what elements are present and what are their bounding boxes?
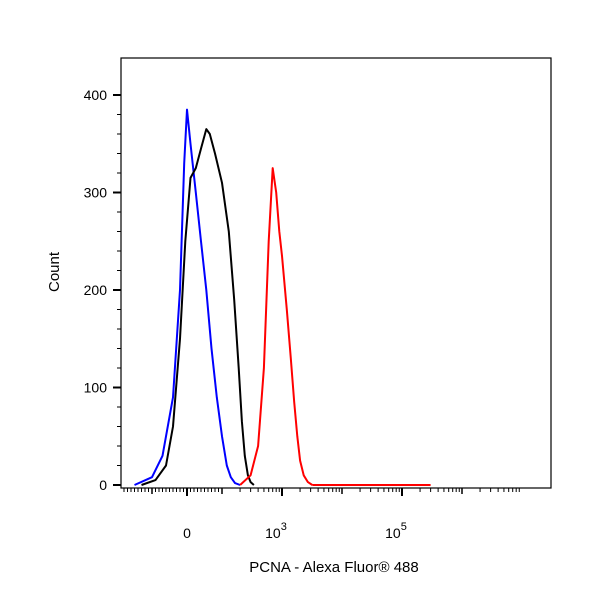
y-axis-title: Count: [46, 251, 63, 292]
x-tick-label: 105: [385, 521, 407, 541]
histogram-series-2: [141, 128, 255, 486]
y-tick-label: 400: [84, 87, 108, 103]
y-tick-label: 300: [84, 185, 108, 201]
x-axis-title: PCNA - Alexa Fluor® 488: [249, 559, 418, 576]
series-layer: [134, 108, 431, 486]
x-tick-label: 0: [183, 525, 191, 541]
y-axis: 0 100 200 300 400: [84, 87, 121, 493]
y-tick-label: 100: [84, 380, 108, 396]
x-axis: 0 103 105: [123, 488, 520, 541]
histogram-series-3: [239, 167, 313, 486]
histogram-series-1: [134, 108, 241, 486]
y-tick-label: 0: [99, 477, 107, 493]
y-tick-label: 200: [84, 282, 108, 298]
x-tick-label: 103: [265, 521, 287, 541]
